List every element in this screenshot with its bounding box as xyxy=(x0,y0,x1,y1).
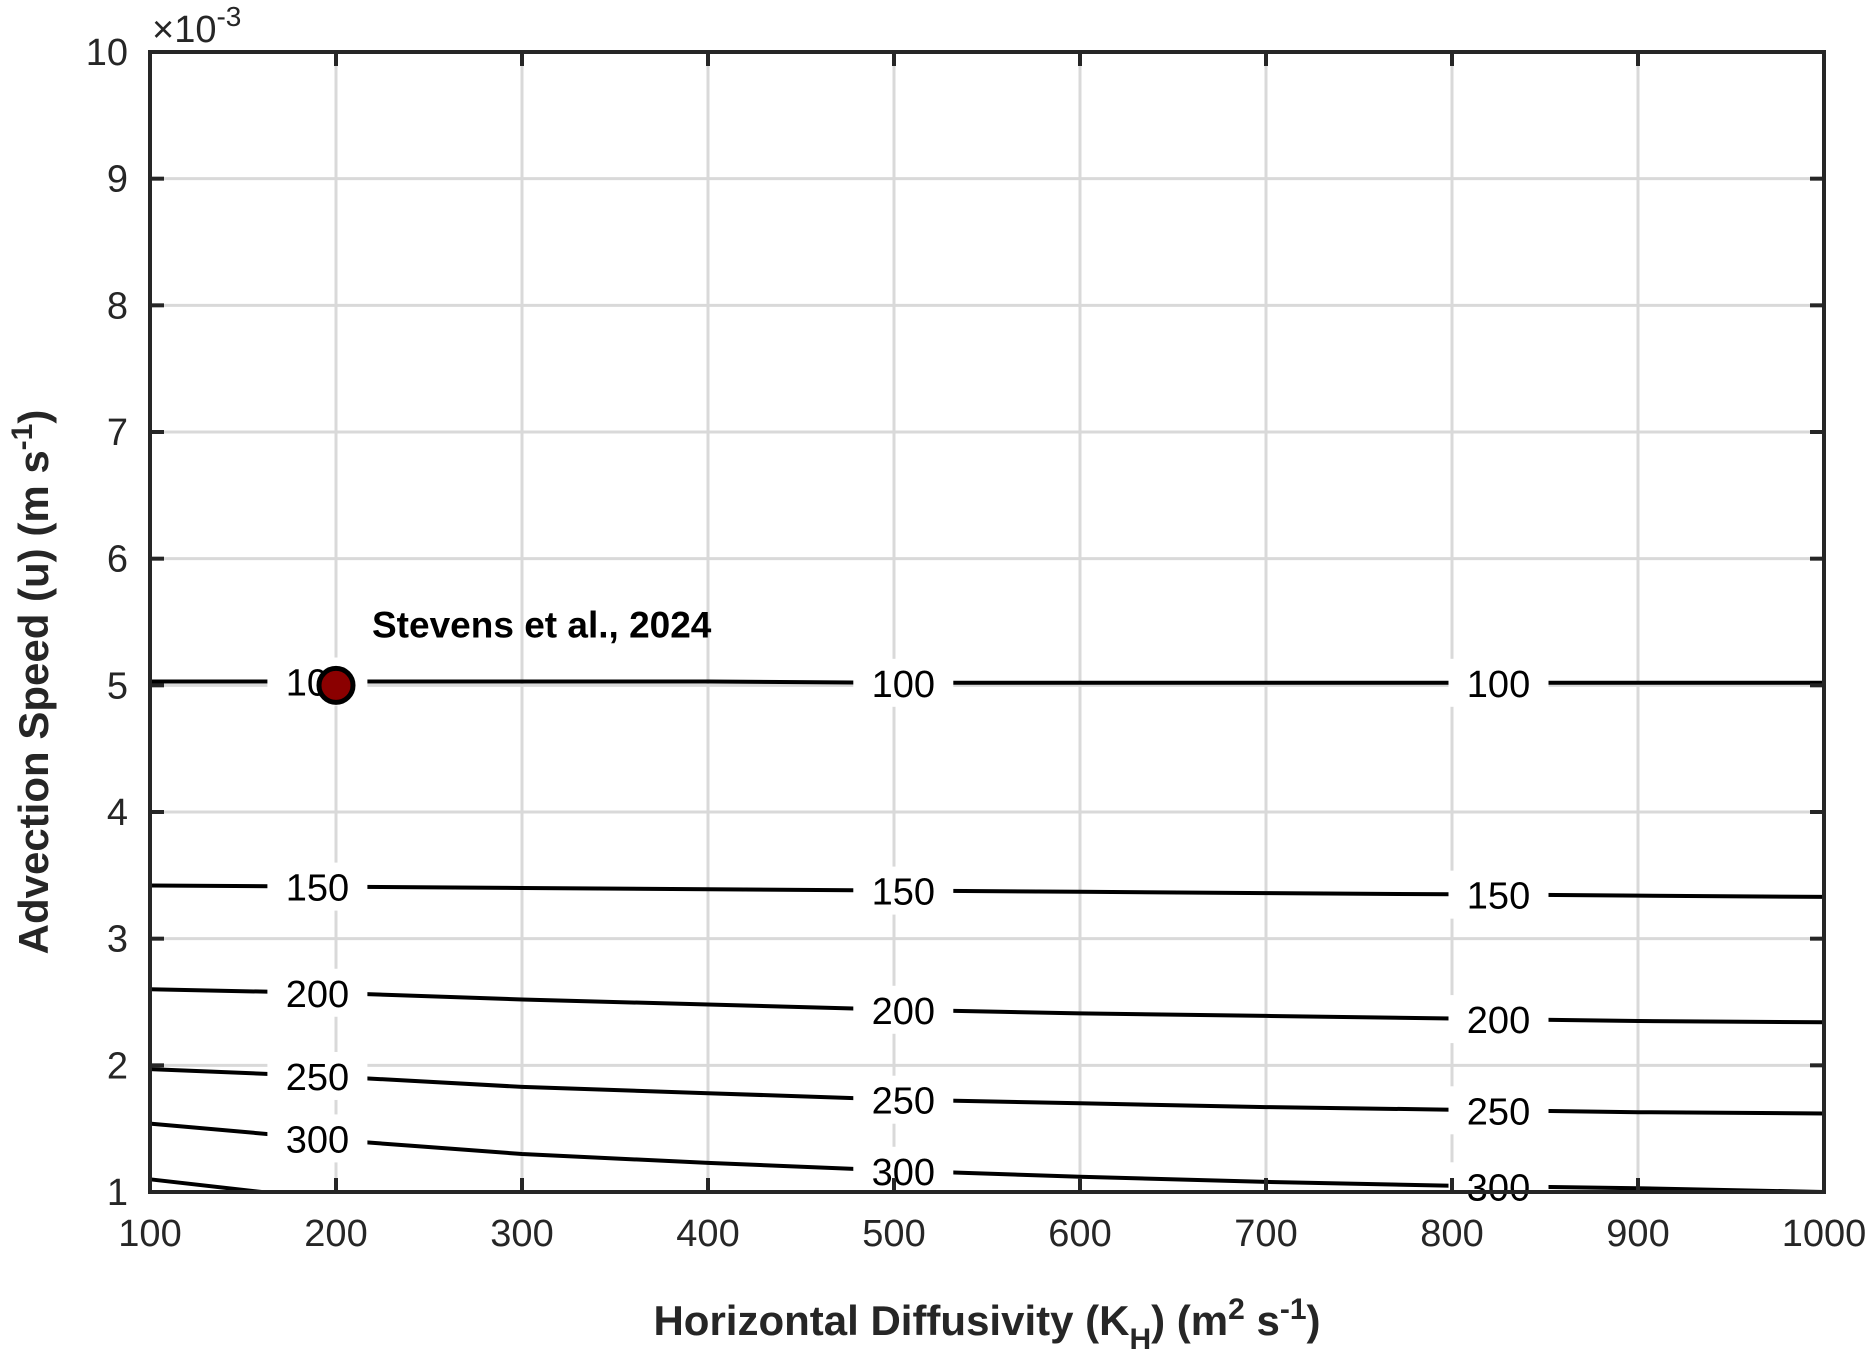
x-tick-label: 100 xyxy=(118,1213,181,1255)
contour-line-300 xyxy=(149,1121,1825,1194)
x-tick-label: 700 xyxy=(1234,1213,1297,1255)
contour-labels: 1001001001501501502002002002502502503003… xyxy=(267,657,1549,1211)
contour-label-250: 250 xyxy=(1467,1091,1530,1133)
contour-label-bg xyxy=(1448,870,1549,919)
contour-label-300: 300 xyxy=(286,1119,349,1161)
y-tick-label: 2 xyxy=(107,1045,128,1087)
data-point-marker xyxy=(316,665,356,705)
contour-label-bg xyxy=(853,985,954,1034)
y-tick-label: 7 xyxy=(107,412,128,454)
contour-label-150: 150 xyxy=(1467,876,1530,918)
x-axis-title: Horizontal Diffusivity (KH) (m2 s-1) xyxy=(653,1293,1320,1356)
y-tick-label: 3 xyxy=(107,919,128,961)
contour-label-250: 250 xyxy=(286,1057,349,1099)
contour-line-200 xyxy=(149,987,1825,1025)
contour-label-300: 300 xyxy=(1467,1167,1530,1209)
contour-lines xyxy=(149,679,1825,1194)
contour-line-100 xyxy=(150,679,1824,685)
x-tick-label: 400 xyxy=(676,1213,739,1255)
contour-label-bg xyxy=(1448,658,1549,707)
y-tick-label: 5 xyxy=(107,665,128,707)
y-tick-labels: 1 2 3 4 5 6 7 8 9 10 xyxy=(86,32,128,1214)
contour-label-bg xyxy=(267,968,368,1017)
contour-label-150: 150 xyxy=(872,872,935,914)
contour-line-250 xyxy=(149,1067,1825,1116)
y-tick-label: 4 xyxy=(107,792,128,834)
contour-label-200: 200 xyxy=(1467,1000,1530,1042)
x-tick-label: 1000 xyxy=(1782,1213,1867,1255)
x-tick-label: 600 xyxy=(1048,1213,1111,1255)
x-tick-label: 200 xyxy=(304,1213,367,1255)
contour-label-bg xyxy=(1448,995,1549,1044)
x-tick-label: 500 xyxy=(862,1213,925,1255)
contour-line-150 xyxy=(149,883,1825,899)
contour-label-bg xyxy=(853,658,954,707)
contour-label-bg xyxy=(853,1075,954,1124)
x-tick-label: 300 xyxy=(490,1213,553,1255)
contour-label-bg xyxy=(267,862,368,911)
x-tick-label: 900 xyxy=(1606,1213,1669,1255)
contour-label-bg xyxy=(853,866,954,915)
y-tick-label: 1 xyxy=(107,1172,128,1214)
contour-label-bg xyxy=(267,1051,368,1100)
y-tick-label: 8 xyxy=(107,285,128,327)
y-axis-title: Advection Speed (u) (m s-1) xyxy=(6,410,57,955)
contour-label-bg xyxy=(1448,1162,1549,1211)
contour-label-200: 200 xyxy=(872,991,935,1033)
marker-layer: Stevens et al., 2024 xyxy=(316,604,712,705)
contour-label-bg xyxy=(1448,1086,1549,1135)
contour-label-bg xyxy=(267,1114,368,1163)
tick-marks xyxy=(148,50,1826,1194)
contour-line-edge xyxy=(149,1177,262,1194)
contour-label-250: 250 xyxy=(872,1081,935,1123)
x-tick-label: 800 xyxy=(1420,1213,1483,1255)
contour-label-150: 150 xyxy=(286,868,349,910)
contour-label-100: 100 xyxy=(872,664,935,706)
axes-box xyxy=(148,50,1826,1194)
contour-label-300: 300 xyxy=(872,1152,935,1194)
contour-label-200: 200 xyxy=(286,974,349,1016)
y-tick-label: 10 xyxy=(86,32,128,74)
y-axis-exponent: ×10-3 xyxy=(152,1,241,51)
contour-label-bg xyxy=(853,1146,954,1195)
y-tick-label: 6 xyxy=(107,539,128,581)
y-tick-label: 9 xyxy=(107,159,128,201)
contour-label-100: 100 xyxy=(1467,664,1530,706)
x-tick-labels: 100 200 300 400 500 600 700 800 900 1000 xyxy=(118,1213,1866,1255)
marker-annotation: Stevens et al., 2024 xyxy=(372,604,712,645)
